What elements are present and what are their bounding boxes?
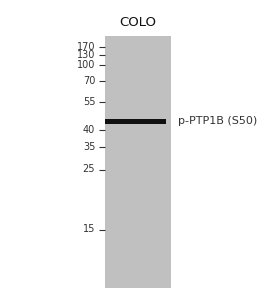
FancyBboxPatch shape: [105, 36, 171, 288]
Text: 130: 130: [77, 50, 95, 60]
Text: 55: 55: [83, 97, 95, 107]
Text: p-PTP1B (S50): p-PTP1B (S50): [178, 116, 257, 126]
FancyBboxPatch shape: [105, 119, 166, 124]
Text: COLO: COLO: [120, 16, 156, 28]
Text: 170: 170: [77, 41, 95, 52]
Text: 70: 70: [83, 76, 95, 86]
Text: 35: 35: [83, 142, 95, 152]
Text: 40: 40: [83, 124, 95, 135]
Text: 100: 100: [77, 60, 95, 70]
Text: 15: 15: [83, 224, 95, 235]
Text: 25: 25: [83, 164, 95, 175]
